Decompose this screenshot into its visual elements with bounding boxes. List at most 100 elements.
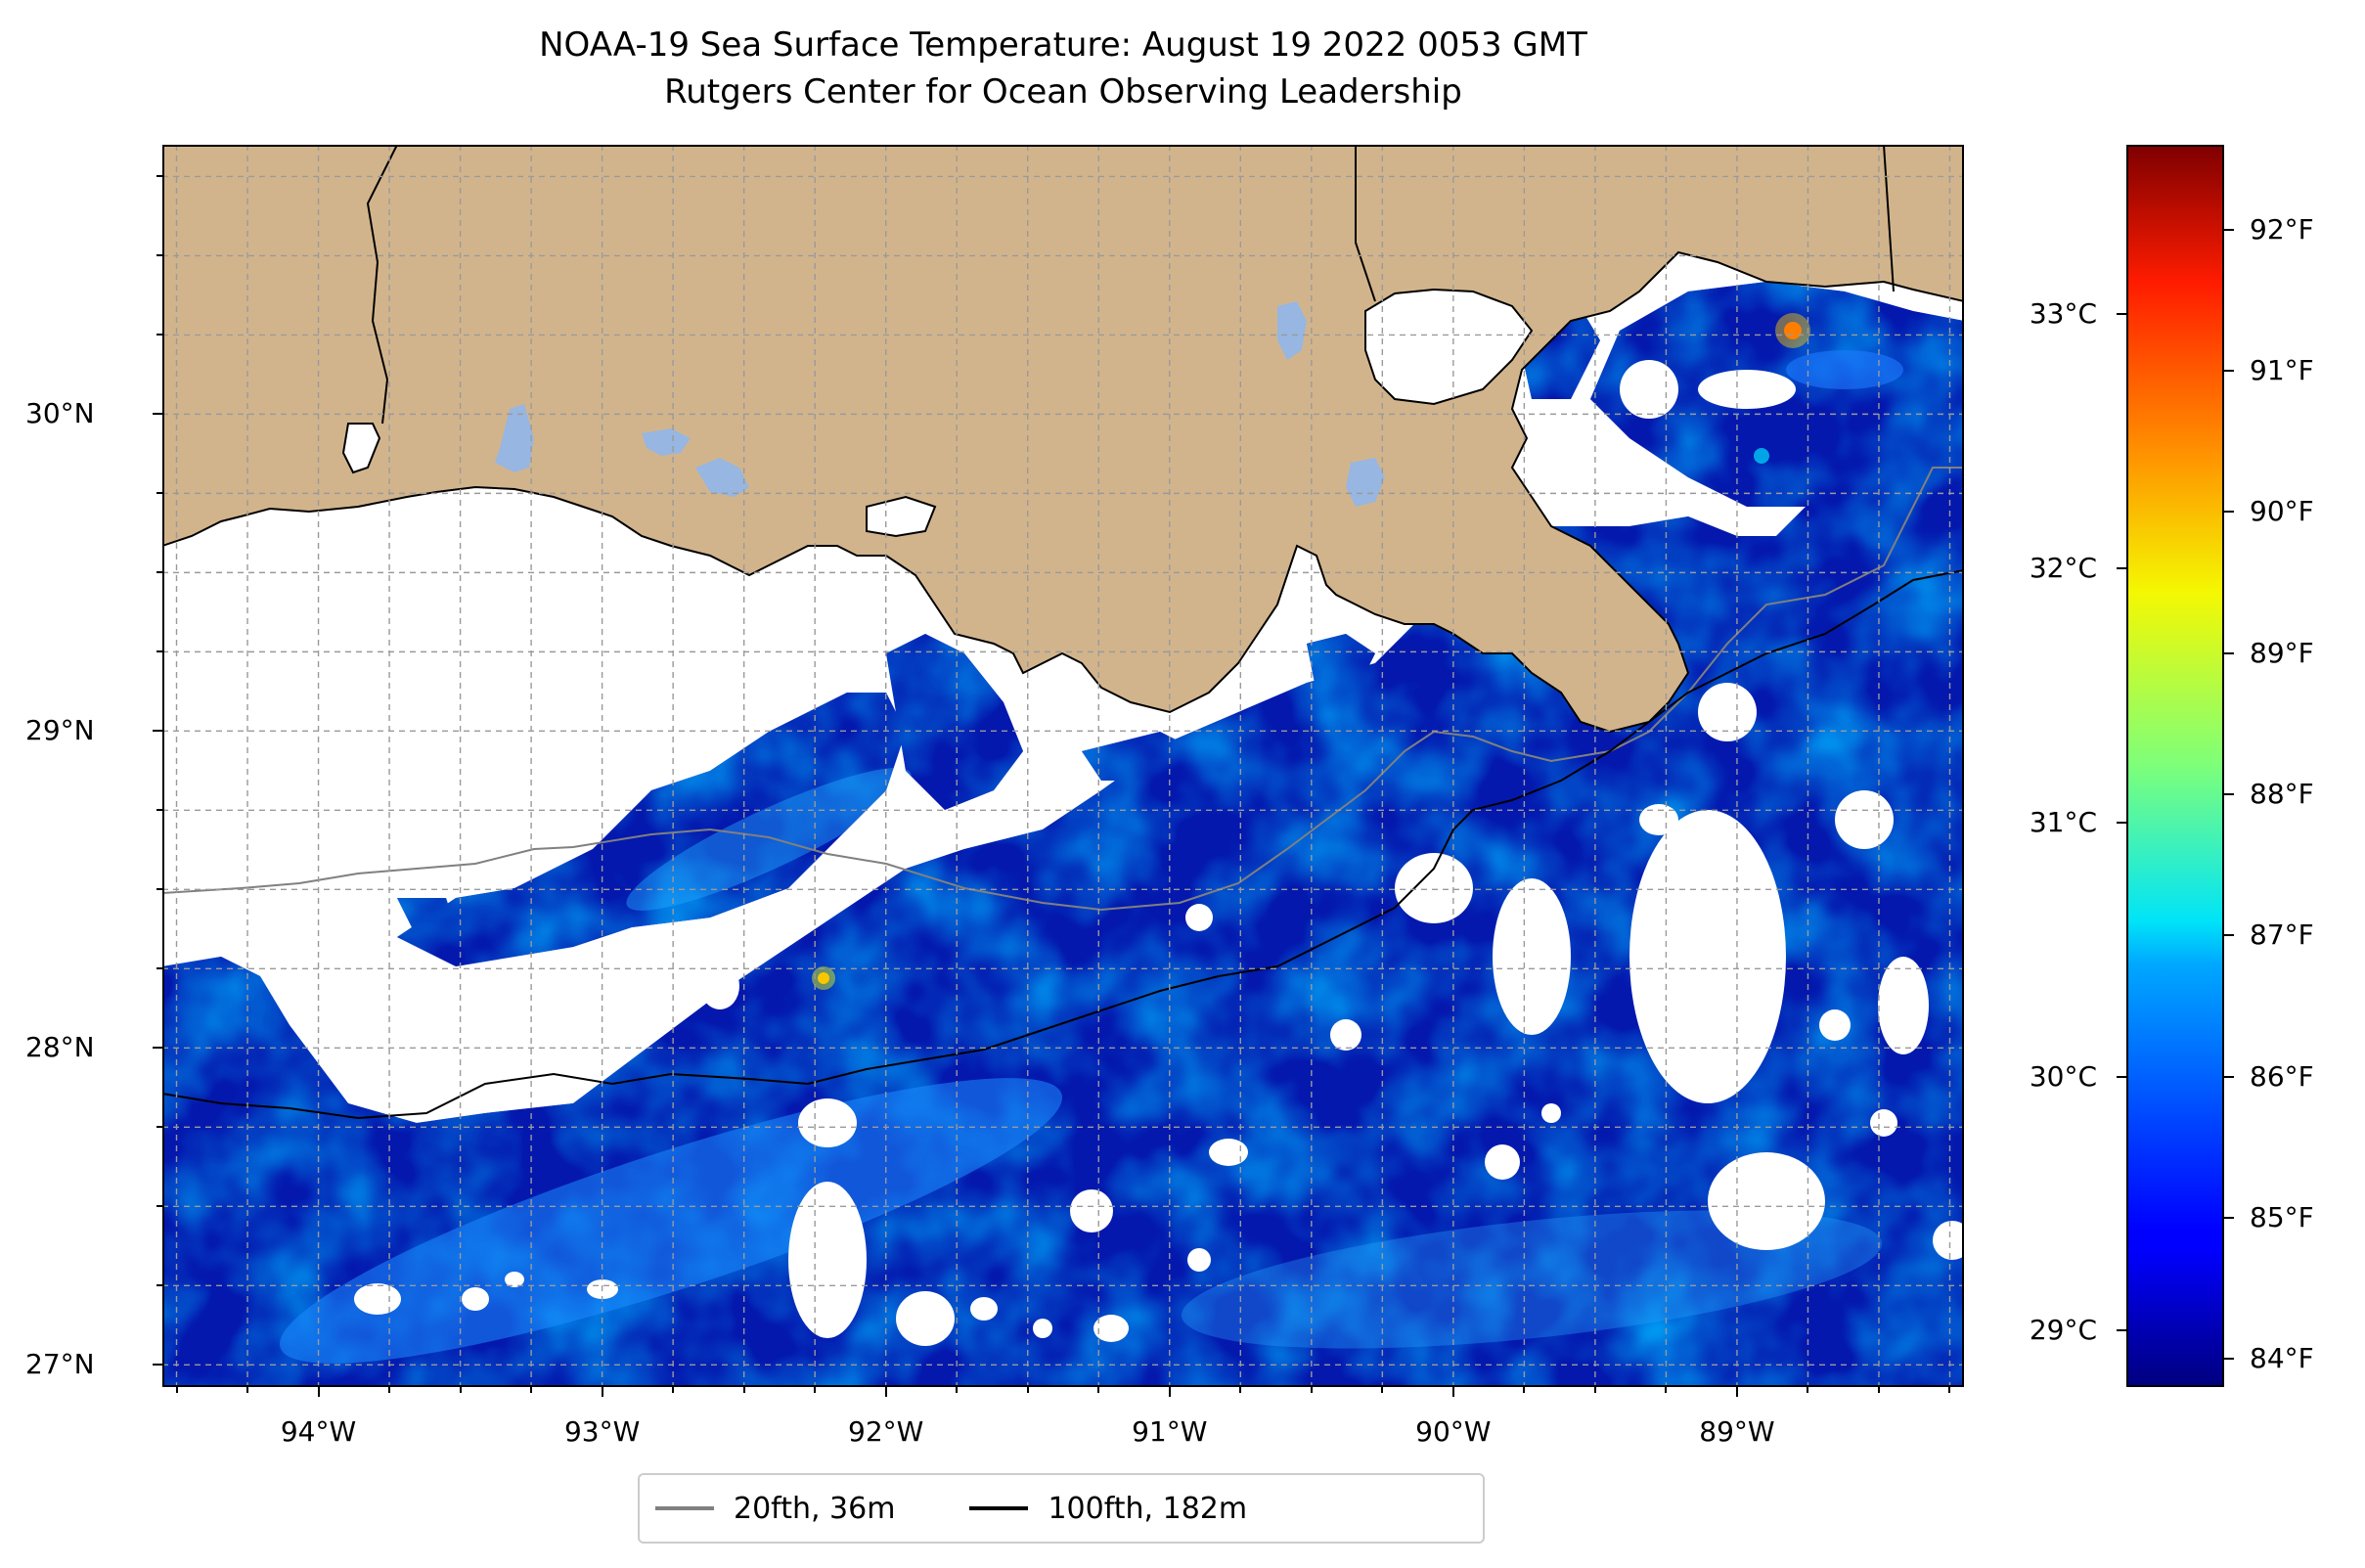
- lat-tick-label: 27°N: [25, 1348, 95, 1381]
- lon-minor-tick: [956, 1387, 959, 1393]
- chart-title: NOAA-19 Sea Surface Temperature: August …: [539, 25, 1587, 65]
- lon-minor-tick: [814, 1387, 817, 1393]
- lon-tick-label: 89°W: [1699, 1415, 1775, 1448]
- lon-minor-tick: [672, 1387, 675, 1393]
- colorbar-f-tick: [2224, 228, 2234, 231]
- lon-minor-tick: [175, 1387, 178, 1393]
- lon-major-tick: [884, 1387, 887, 1397]
- colorbar-f-label: 90°F: [2250, 495, 2314, 528]
- chart-subtitle: Rutgers Center for Ocean Observing Leade…: [664, 72, 1462, 112]
- lat-minor-tick: [156, 254, 162, 257]
- legend-line-gray: [655, 1506, 714, 1510]
- colorbar-f-tick: [2224, 1075, 2234, 1078]
- lon-minor-tick: [1381, 1387, 1384, 1393]
- lon-tick-label: 94°W: [280, 1415, 357, 1448]
- lon-minor-tick: [388, 1387, 391, 1393]
- colorbar-f-tick: [2224, 934, 2234, 937]
- map-canvas: [162, 145, 1964, 1387]
- colorbar-c-tick: [2117, 313, 2126, 316]
- lon-tick-label: 91°W: [1132, 1415, 1208, 1448]
- colorbar-f-tick: [2224, 792, 2234, 795]
- lat-minor-tick: [156, 334, 162, 336]
- colorbar-c-label: 33°C: [2029, 297, 2097, 331]
- legend-item-100fth: 100fth, 182m: [954, 1492, 1247, 1526]
- lat-minor-tick: [156, 809, 162, 812]
- colorbar-f-label: 87°F: [2250, 918, 2314, 952]
- state-borders: [366, 145, 1895, 425]
- lon-minor-tick: [459, 1387, 462, 1393]
- colorbar-f-label: 86°F: [2250, 1059, 2314, 1093]
- colorbar-f-label: 85°F: [2250, 1200, 2314, 1233]
- lat-major-tick: [153, 730, 162, 733]
- legend-item-20fth: 20fth, 36m: [640, 1492, 895, 1526]
- colorbar-f-tick: [2224, 369, 2234, 372]
- lon-major-tick: [1168, 1387, 1171, 1397]
- lon-major-tick: [601, 1387, 603, 1397]
- colorbar-c-tick: [2117, 566, 2126, 569]
- lat-minor-tick: [156, 571, 162, 574]
- colorbar-f-label: 89°F: [2250, 636, 2314, 669]
- lat-minor-tick: [156, 1126, 162, 1129]
- lat-minor-tick: [156, 175, 162, 178]
- lat-minor-tick: [156, 650, 162, 653]
- lat-major-tick: [153, 1364, 162, 1366]
- lon-minor-tick: [1097, 1387, 1100, 1393]
- colorbar-c-tick: [2117, 821, 2126, 824]
- bathymetry-contours: [162, 467, 1964, 1120]
- lon-minor-tick: [742, 1387, 745, 1393]
- colorbar-c-label: 30°C: [2029, 1059, 2097, 1093]
- legend-label-100fth: 100fth, 182m: [1048, 1491, 1248, 1526]
- lat-tick-label: 29°N: [25, 714, 95, 747]
- lon-minor-tick: [1026, 1387, 1029, 1393]
- colorbar-c-label: 32°C: [2029, 551, 2097, 584]
- lon-minor-tick: [1593, 1387, 1596, 1393]
- cloud-gaps: [354, 360, 1964, 1346]
- lon-major-tick: [1735, 1387, 1738, 1397]
- legend-line-black: [969, 1506, 1029, 1510]
- lon-major-tick: [1451, 1387, 1454, 1397]
- lon-minor-tick: [246, 1387, 249, 1393]
- lakes: [495, 301, 1385, 507]
- colorbar: [2126, 145, 2224, 1387]
- colorbar-c-tick: [2117, 1329, 2126, 1332]
- lat-major-tick: [153, 1047, 162, 1050]
- lon-minor-tick: [1948, 1387, 1951, 1393]
- lat-minor-tick: [156, 492, 162, 495]
- lat-major-tick: [153, 413, 162, 416]
- lake-pontchartrain: [1364, 288, 1534, 406]
- lat-minor-tick: [156, 967, 162, 970]
- colorbar-c-tick: [2117, 1075, 2126, 1078]
- lon-minor-tick: [1807, 1387, 1809, 1393]
- lon-tick-label: 93°W: [563, 1415, 641, 1448]
- land: [162, 145, 1964, 734]
- lon-tick-label: 90°W: [1415, 1415, 1492, 1448]
- lon-minor-tick: [1310, 1387, 1313, 1393]
- chart-titles: NOAA-19 Sea Surface Temperature: August …: [162, 22, 1964, 115]
- lon-major-tick: [317, 1387, 320, 1397]
- lon-minor-tick: [1877, 1387, 1880, 1393]
- lon-minor-tick: [1665, 1387, 1668, 1393]
- lat-minor-tick: [156, 888, 162, 891]
- colorbar-c-label: 31°C: [2029, 805, 2097, 838]
- lat-minor-tick: [156, 1205, 162, 1208]
- colorbar-f-label: 88°F: [2250, 777, 2314, 810]
- colorbar-c-label: 29°C: [2029, 1314, 2097, 1347]
- sst-map[interactable]: [162, 145, 1964, 1387]
- lat-tick-label: 28°N: [25, 1031, 95, 1064]
- legend-label-20fth: 20fth, 36m: [734, 1491, 896, 1526]
- lon-minor-tick: [530, 1387, 533, 1393]
- colorbar-f-label: 84°F: [2250, 1342, 2314, 1375]
- colorbar-f-tick: [2224, 1216, 2234, 1219]
- lat-tick-label: 30°N: [25, 397, 95, 430]
- legend: 20fth, 36m 100fth, 182m: [638, 1473, 1485, 1544]
- colorbar-gradient: [2128, 147, 2222, 1385]
- lat-minor-tick: [156, 1284, 162, 1287]
- colorbar-f-label: 92°F: [2250, 212, 2314, 246]
- lon-tick-label: 92°W: [848, 1415, 924, 1448]
- lon-minor-tick: [1239, 1387, 1242, 1393]
- colorbar-f-label: 91°F: [2250, 353, 2314, 386]
- lon-minor-tick: [1523, 1387, 1526, 1393]
- gridlines: [162, 145, 1964, 1387]
- colorbar-f-tick: [2224, 1358, 2234, 1361]
- colorbar-f-tick: [2224, 651, 2234, 654]
